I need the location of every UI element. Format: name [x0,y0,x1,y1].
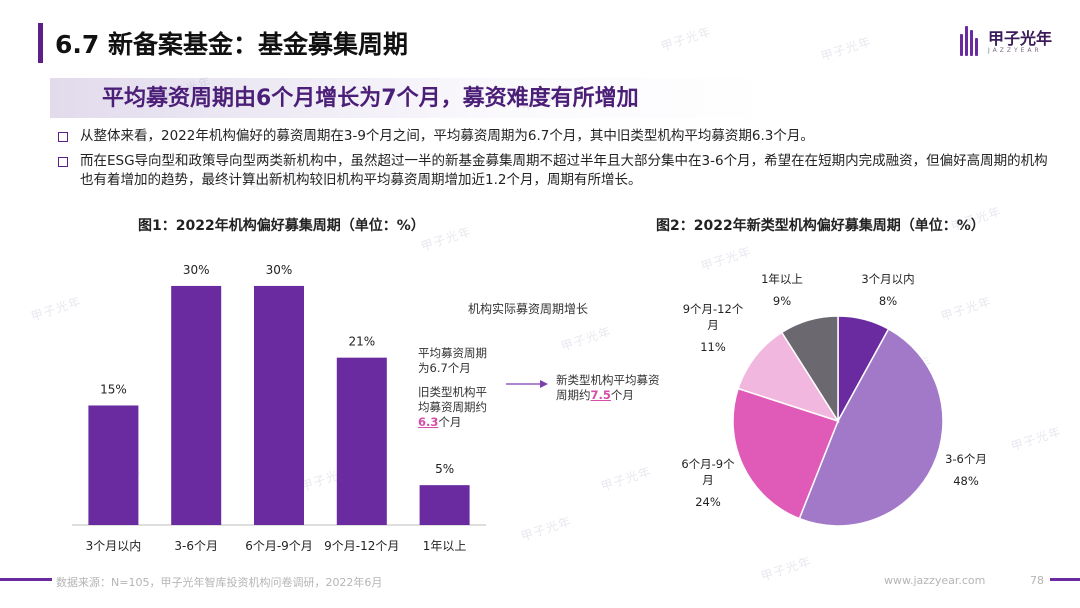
logo-subtext: JAZZYEAR [987,46,1042,54]
pie-chart-title: 图2：2022年新类型机构偏好募集周期（单位：%） [656,218,985,234]
bar-value-label: 30% [266,263,293,277]
bar [254,285,304,525]
pie-slice [780,315,839,424]
bullet-item: 从整体来看，2022年机构偏好的募资周期在3-9个月之间，平均募资周期为6.7个… [58,127,1048,146]
footer-accent-left [0,578,52,581]
page-number: 78 [1030,574,1044,587]
bullet-list: 从整体来看，2022年机构偏好的募资周期在3-9个月之间，平均募资周期为6.7个… [58,127,1048,196]
bullet-square-icon [58,132,68,142]
new-period-note: 新类型机构平均募资 周期约7.5个月 [556,373,660,403]
pie-slice-label: 9个月-12个 [683,302,744,316]
old-period-note: 旧类型机构平 均募资周期约 6.3个月 [418,385,487,430]
new-note-unit: 个月 [610,388,634,402]
avg-note-line2: 为6.7个月 [418,361,471,375]
brand-logo: 甲子光年 JAZZYEAR [958,24,1052,60]
old-note-value: 6.3 [418,415,439,429]
bar [419,485,470,525]
data-source: 数据来源：N=105，甲子光年智库投资机构问卷调研，2022年6月 [56,576,383,589]
bullet-text: 从整体来看，2022年机构偏好的募资周期在3-9个月之间，平均募资周期为6.7个… [80,128,814,144]
pie-slice-label: 3-6个月 [945,452,987,466]
new-note-value: 7.5 [590,388,611,402]
old-note-line1: 旧类型机构平 [418,385,487,399]
pie-slice [737,331,840,423]
logo-name: 甲子光年 [987,28,1052,48]
bullet-square-icon [58,157,68,167]
bar-value-label: 30% [183,263,210,277]
subtitle-band [50,78,770,118]
x-tick-label: 9个月-12个月 [324,539,399,553]
logo-icon [958,24,982,60]
pie-slice-label: 1年以上 [761,272,803,286]
new-note-prefix: 周期约 [556,388,591,402]
growth-note-header: 机构实际募资周期增长 [468,302,589,316]
bar-chart-title: 图1：2022年机构偏好募集周期（单位：%） [138,218,425,234]
bar [88,405,139,525]
title-accent-bar [38,23,43,63]
old-note-unit: 个月 [438,415,462,429]
page-subtitle: 平均募资周期由6个月增长为7个月，募资难度有所增加 [102,86,639,111]
x-tick-label: 6个月-9个月 [245,539,313,553]
pie-slice-value: 24% [695,495,721,509]
footer-accent-right [1050,578,1080,581]
pie-slice-value: 11% [700,340,726,354]
x-tick-label: 3个月以内 [86,539,142,553]
bar [171,285,222,525]
bullet-text: 而在ESG导向型和政策导向型两类新机构中，虽然超过一半的新基金募集周期不超过半年… [80,153,1048,188]
footer-url: www.jazzyear.com [884,574,986,587]
arrow-head-icon [540,380,548,388]
bullet-item: 而在ESG导向型和政策导向型两类新机构中，虽然超过一半的新基金募集周期不超过半年… [58,152,1048,190]
avg-period-note: 平均募资周期 为6.7个月 [418,346,487,376]
pie-slice-label: 月 [707,318,719,332]
pie-slice-label: 3个月以内 [861,272,914,286]
new-note-line1: 新类型机构平均募资 [556,373,660,387]
pie-slice [798,327,944,527]
bar-value-label: 21% [348,335,375,349]
pie-slice-label: 月 [702,473,714,487]
x-tick-label: 1年以上 [423,539,467,553]
pie-slice [732,387,839,520]
pie-slice-label: 6个月-9个 [681,457,735,471]
page-title: 6.7 新备案基金：基金募集周期 [55,30,408,59]
pie-slice-value: 48% [953,474,979,488]
avg-note-line1: 平均募资周期 [418,346,487,360]
bar-value-label: 15% [100,382,127,396]
x-tick-label: 3-6个月 [174,539,218,553]
pie-slice-value: 8% [879,294,897,308]
pie-slice-value: 9% [773,294,791,308]
bar [336,357,387,525]
bar-value-label: 5% [435,462,454,476]
old-note-line2: 均募资周期约 [418,400,487,414]
title-bar: 6.7 新备案基金：基金募集周期 [38,20,918,66]
